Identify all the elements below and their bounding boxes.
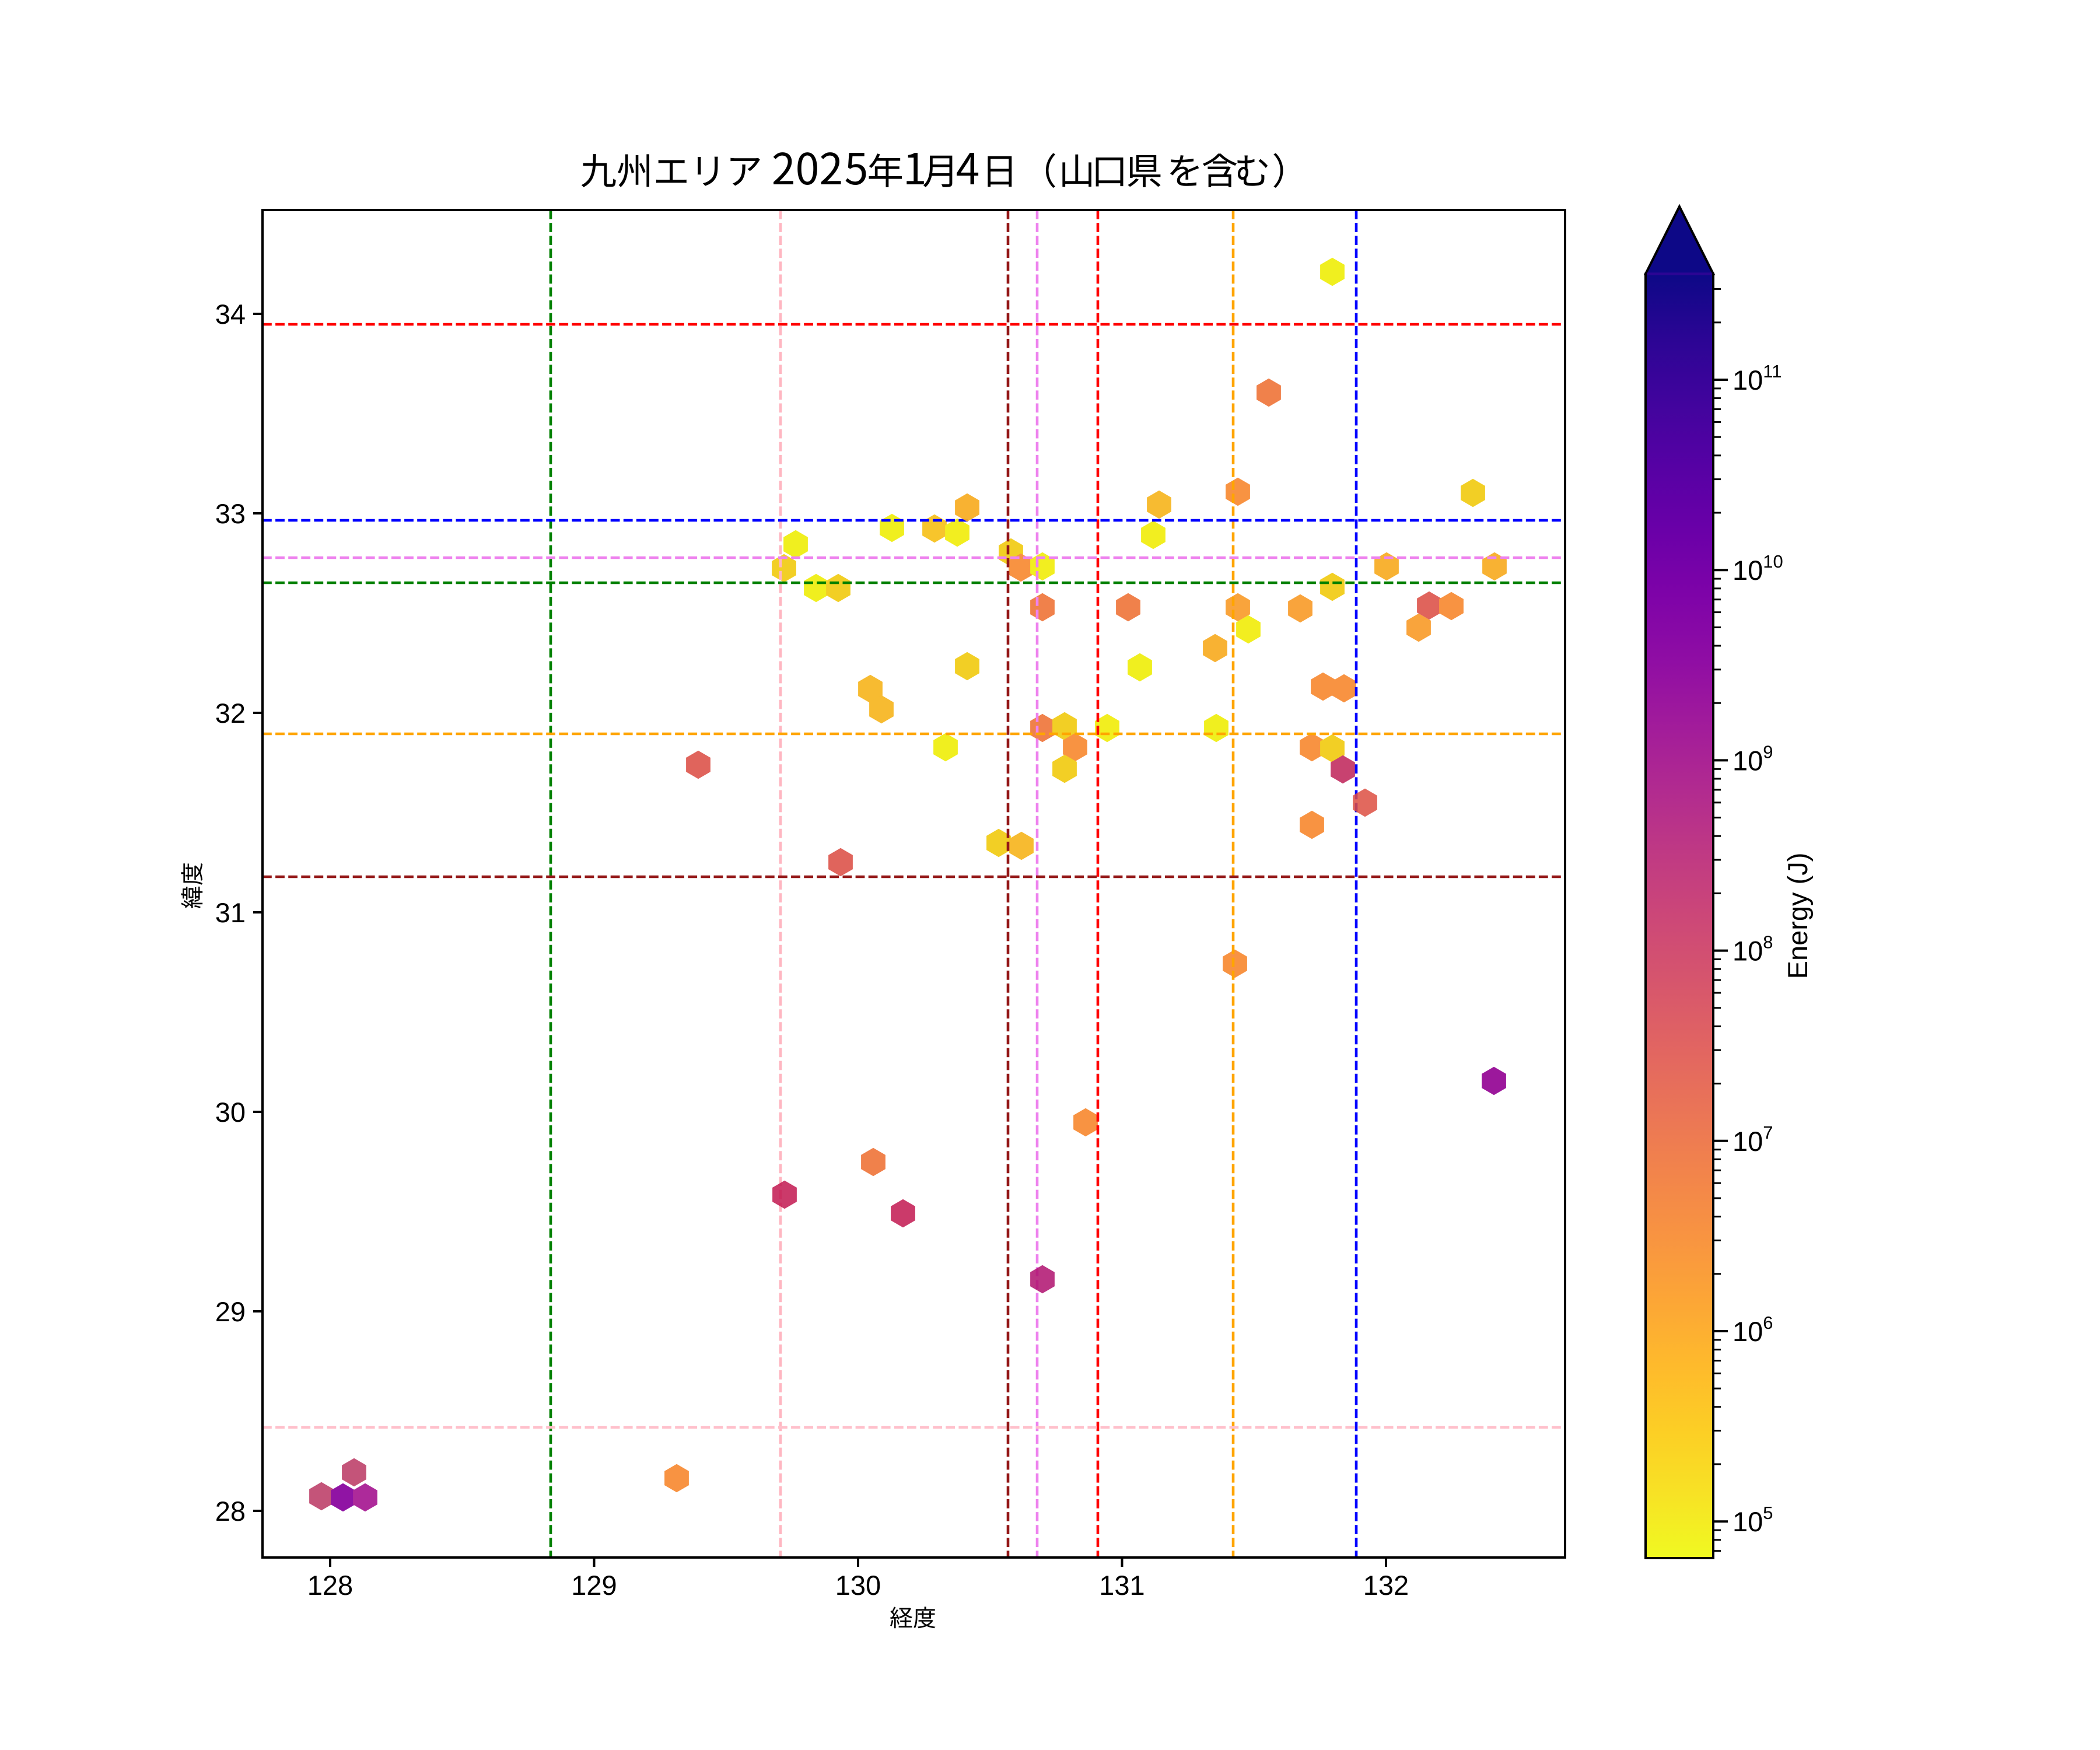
svg-text:131: 131 <box>1099 1570 1144 1601</box>
svg-text:105: 105 <box>1732 1503 1773 1537</box>
svg-text:30: 30 <box>215 1097 246 1128</box>
svg-text:129: 129 <box>571 1570 617 1601</box>
svg-text:28: 28 <box>215 1496 246 1527</box>
svg-text:132: 132 <box>1363 1570 1409 1601</box>
svg-text:31: 31 <box>215 897 246 928</box>
svg-text:106: 106 <box>1732 1312 1773 1347</box>
svg-text:128: 128 <box>307 1570 353 1601</box>
svg-text:Energy (J): Energy (J) <box>1782 853 1813 979</box>
svg-text:34: 34 <box>215 299 246 330</box>
svg-text:32: 32 <box>215 698 246 729</box>
svg-text:29: 29 <box>215 1296 246 1327</box>
svg-text:33: 33 <box>215 498 246 529</box>
svg-text:130: 130 <box>835 1570 881 1601</box>
